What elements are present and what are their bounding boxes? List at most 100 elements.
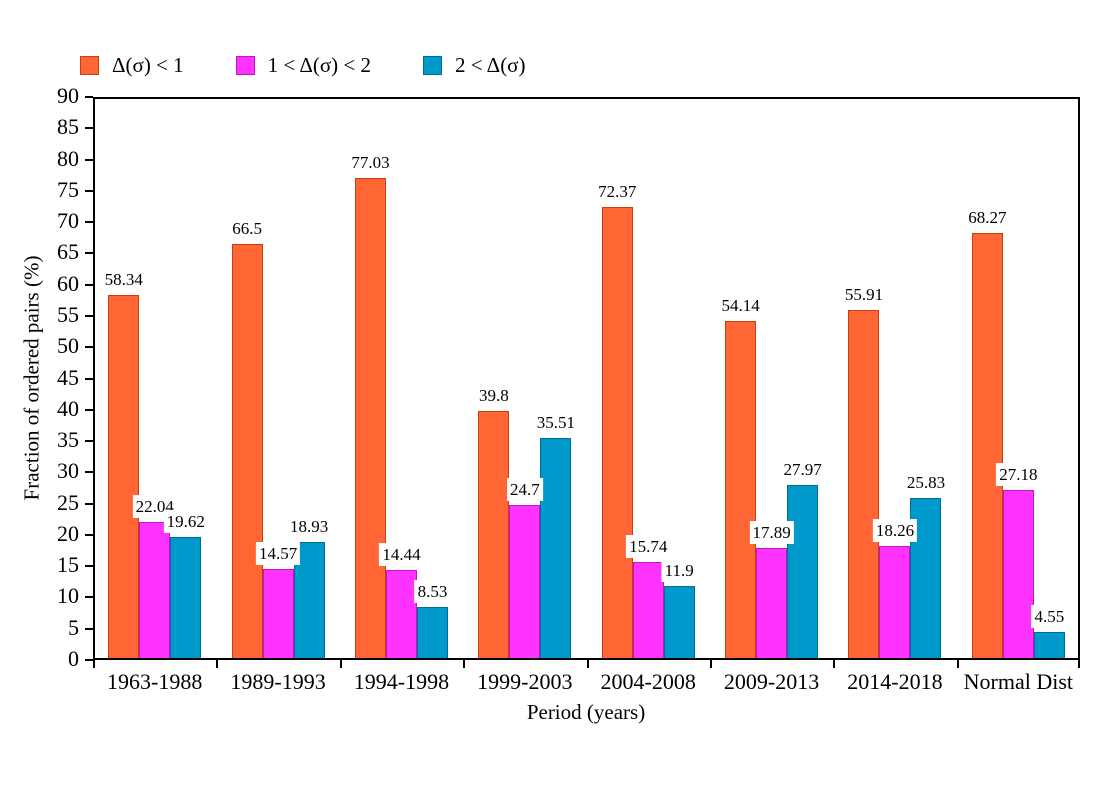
bar xyxy=(663,585,695,660)
x-axis-tick xyxy=(956,660,959,668)
bar xyxy=(879,545,911,660)
legend-label: 2 < Δ(σ) xyxy=(455,53,526,77)
x-axis-tick xyxy=(339,660,342,668)
x-axis-tick xyxy=(463,660,466,668)
x-axis-tick xyxy=(93,660,95,668)
bar-value-label: 58.34 xyxy=(101,268,146,292)
y-axis-tick-label: 60 xyxy=(57,270,79,296)
y-axis-tick-label: 45 xyxy=(57,364,79,390)
bar-value-label: 17.89 xyxy=(749,521,794,545)
y-axis-tick-label: 30 xyxy=(57,458,79,484)
x-axis-tick xyxy=(216,660,219,668)
bar xyxy=(601,207,633,660)
chart-legend: Δ(σ) < 1 1 < Δ(σ) < 2 2 < Δ(σ) xyxy=(80,53,526,78)
legend-item: 2 < Δ(σ) xyxy=(423,53,526,78)
x-axis-tick xyxy=(1078,660,1080,668)
y-axis-tick-label: 85 xyxy=(57,114,79,140)
legend-item: Δ(σ) < 1 xyxy=(80,53,184,78)
bar-value-label: 11.9 xyxy=(661,558,697,582)
legend-item: 1 < Δ(σ) < 2 xyxy=(235,53,371,78)
bar xyxy=(108,295,140,660)
bar-value-label: 4.55 xyxy=(1031,604,1068,628)
y-axis-tick-label: 0 xyxy=(68,646,79,671)
bar xyxy=(416,606,448,660)
y-axis-tick-label: 5 xyxy=(68,614,79,640)
bar-value-label: 24.7 xyxy=(506,478,543,502)
bar-value-label: 72.37 xyxy=(595,180,640,204)
bar-value-label: 39.8 xyxy=(475,384,512,408)
y-axis-tick-label: 90 xyxy=(57,83,79,108)
y-axis-tick xyxy=(85,252,93,255)
y-axis-title: Fraction of ordered pairs (%) xyxy=(19,255,44,501)
bar xyxy=(385,569,417,660)
y-axis-tick xyxy=(85,533,93,536)
y-axis-tick-label: 35 xyxy=(57,427,79,453)
legend-label: 1 < Δ(σ) < 2 xyxy=(267,53,371,77)
y-axis-tick-label: 55 xyxy=(57,301,79,327)
bar-value-label: 54.14 xyxy=(718,294,763,318)
bar xyxy=(262,568,294,660)
bar-value-label: 27.97 xyxy=(780,458,825,482)
y-axis-tick xyxy=(85,346,93,349)
bar-value-label: 35.51 xyxy=(533,410,578,434)
bar-value-label: 14.44 xyxy=(379,542,424,566)
y-axis-tick-label: 70 xyxy=(57,208,79,234)
legend-swatch-icon xyxy=(235,56,255,75)
legend-swatch-icon xyxy=(423,56,442,75)
bar xyxy=(787,485,819,660)
bar-value-label: 66.5 xyxy=(229,217,265,240)
y-axis-tick-label: 40 xyxy=(57,395,79,421)
x-axis-category-label: 1989-1993 xyxy=(230,669,326,694)
y-axis-tick xyxy=(85,189,93,192)
y-axis-tick-label: 10 xyxy=(57,583,79,609)
y-axis-tick xyxy=(85,502,93,505)
legend-swatch-icon xyxy=(80,56,99,75)
y-axis-tick xyxy=(85,408,93,411)
y-axis-tick xyxy=(85,659,93,661)
y-axis-tick xyxy=(85,565,93,568)
x-axis-tick xyxy=(586,660,589,668)
bar-value-label: 15.74 xyxy=(626,534,671,558)
y-axis-tick-label: 20 xyxy=(57,520,79,546)
bar-value-label: 18.93 xyxy=(286,514,332,538)
bar xyxy=(170,537,202,660)
bar xyxy=(756,548,788,660)
bar-value-label: 8.53 xyxy=(414,579,451,603)
bar xyxy=(725,321,757,660)
bar xyxy=(139,522,171,660)
bar xyxy=(1002,489,1034,660)
x-axis-category-label: 2004-2008 xyxy=(600,669,696,694)
y-axis-tick-label: 65 xyxy=(57,239,79,265)
bar xyxy=(632,561,664,660)
bar xyxy=(971,232,1003,660)
y-axis-tick xyxy=(85,127,93,130)
x-axis-category-label: Normal Dist xyxy=(963,669,1074,694)
y-axis-tick xyxy=(85,158,93,161)
x-axis-tick xyxy=(833,660,836,668)
bar-value-label: 27.18 xyxy=(996,462,1041,486)
plot-area: 0 5 10 15 20 25 30 35 40 45 50 55 60 65 70 75 80 85 90 1963… xyxy=(57,84,1080,694)
x-axis-tick xyxy=(709,660,712,668)
y-axis-tick-label: 75 xyxy=(57,176,79,202)
bar xyxy=(540,437,572,660)
x-axis-title: Period (years) xyxy=(526,700,646,724)
y-axis-tick-label: 25 xyxy=(57,489,79,515)
bar-value-label: 14.57 xyxy=(255,541,301,565)
bar xyxy=(478,411,510,660)
bar xyxy=(231,244,263,660)
bar xyxy=(509,505,541,660)
y-axis-tick xyxy=(85,440,93,443)
y-axis-tick xyxy=(85,283,93,286)
x-axis-category-label: 2009-2013 xyxy=(723,669,820,694)
bar-value-label: 19.62 xyxy=(163,510,208,534)
y-axis-tick-label: 15 xyxy=(57,552,79,578)
bar-value-label: 25.83 xyxy=(903,471,949,495)
y-axis-tick xyxy=(85,596,93,599)
y-axis-tick-label: 50 xyxy=(57,333,79,359)
bar xyxy=(1033,631,1065,660)
bar xyxy=(354,178,386,660)
y-axis-tick xyxy=(85,377,93,380)
x-axis-category-label: 1999-2003 xyxy=(477,669,573,694)
y-axis-tick xyxy=(85,627,93,630)
